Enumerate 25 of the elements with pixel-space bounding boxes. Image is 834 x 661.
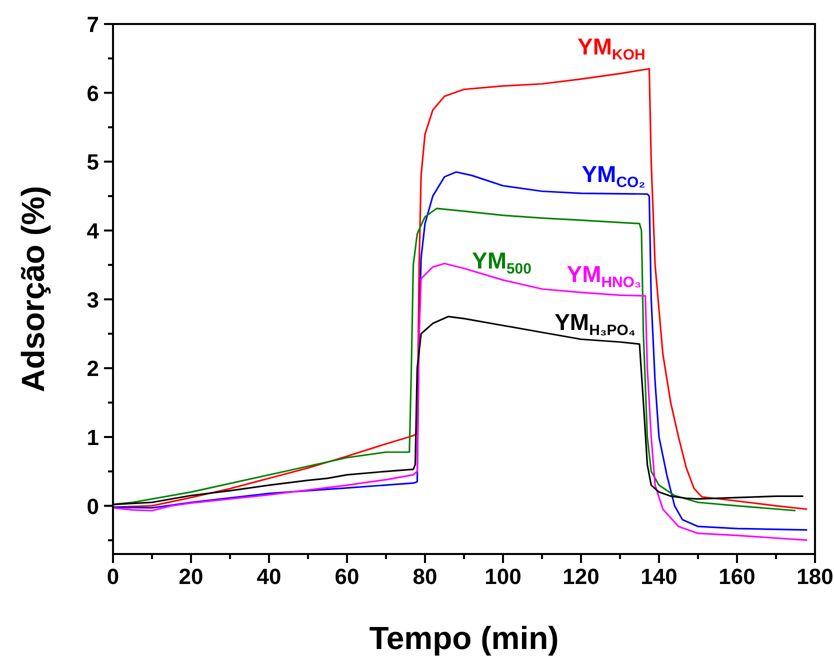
x-tick-label: 180 (796, 564, 834, 589)
y-tick-label: 1 (86, 424, 99, 450)
x-tick-label: 80 (412, 564, 438, 589)
y-tick-label: 3 (86, 287, 99, 312)
series-label: YM$_{H₃PO₄}$ (554, 309, 636, 339)
y-tick-label: 5 (86, 150, 99, 175)
x-tick-label: 120 (562, 564, 600, 589)
x-tick-label: 40 (256, 564, 282, 589)
y-tick-label: 2 (86, 356, 99, 382)
series-label: YM$_{CO₂}$ (582, 161, 646, 191)
x-axis-title: Tempo (min) (369, 620, 559, 656)
series-label: YM$_{500}$ (472, 247, 532, 277)
x-tick-label: 20 (178, 564, 204, 589)
y-tick-label: 7 (86, 12, 99, 37)
y-axis-title: Adsorção (%) (15, 186, 51, 392)
y-tick-label: 0 (86, 494, 99, 519)
x-tick-label: 160 (718, 564, 756, 589)
x-tick-label: 0 (106, 564, 120, 589)
series-label: YM$_{HNO₃}$ (566, 260, 642, 290)
series-label: YM$_{KOH}$ (578, 34, 646, 64)
y-tick-label: 6 (86, 80, 99, 106)
x-tick-label: 60 (334, 564, 360, 589)
x-tick-label: 140 (640, 564, 678, 589)
y-tick-label: 4 (86, 218, 100, 244)
x-tick-label: 100 (484, 564, 522, 589)
